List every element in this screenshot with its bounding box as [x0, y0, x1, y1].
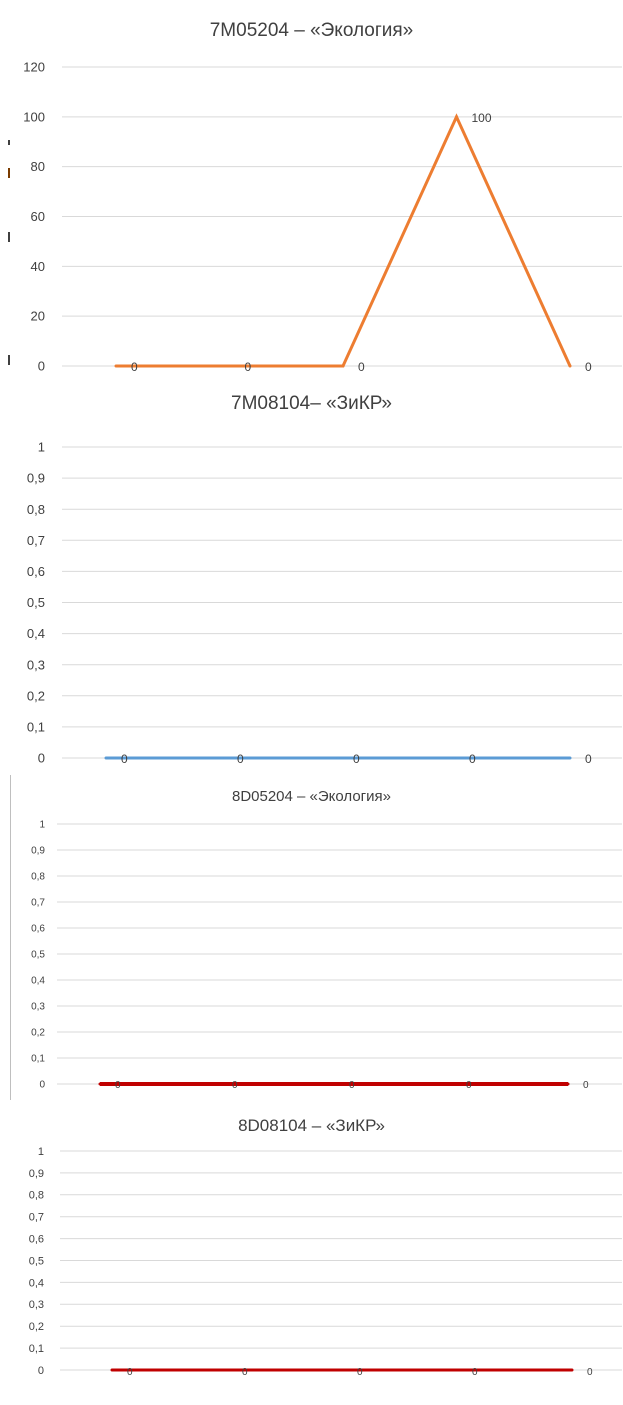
data-point — [114, 364, 118, 368]
y-tick-label: 0,6 — [27, 564, 45, 579]
data-point — [568, 364, 572, 368]
chart-panel-8d08104: 8D08104 – «ЗиКР» 0 0,1 0,2 0,3 0,4 0,5 0,6 0,7 0… — [0, 1105, 623, 1405]
chart-plot: 0 0,1 0,2 0,3 0,4 0,5 0,6 0,7 0,8 0,9 1 0 0 0 0 0 — [27, 440, 622, 766]
data-point — [215, 1082, 219, 1086]
y-tick-label: 0,4 — [31, 976, 45, 987]
data-point — [341, 364, 345, 368]
data-point — [568, 756, 572, 760]
y-tick-label: 0 — [38, 1365, 44, 1377]
data-point — [455, 115, 458, 119]
y-tick-label: 0,9 — [31, 846, 45, 857]
data-label: 0 — [115, 1080, 121, 1091]
data-label: 0 — [472, 1367, 478, 1378]
data-point — [110, 1368, 114, 1372]
y-tick-label: 0,1 — [27, 719, 45, 734]
y-tick-label: 1 — [39, 820, 45, 831]
data-label: 0 — [469, 752, 476, 766]
data-point — [449, 1082, 453, 1086]
data-point — [104, 756, 108, 760]
chart-title: 7M08104– «ЗиКР» — [231, 393, 392, 414]
data-label: 0 — [466, 1080, 472, 1091]
data-label: 0 — [358, 360, 365, 374]
chart-plot: 0 0,1 0,2 0,3 0,4 0,5 0,6 0,7 0,8 0,9 1 0 0 0 0 0 — [31, 820, 622, 1091]
y-tick-label: 0,5 — [31, 950, 45, 961]
y-tick-label: 0,8 — [29, 1190, 44, 1202]
data-point — [228, 364, 231, 368]
edge-mark — [8, 232, 10, 242]
data-label: 0 — [585, 752, 592, 766]
y-tick-label: 0 — [38, 359, 45, 374]
data-label: 0 — [242, 1367, 248, 1378]
y-tick-label: 0,8 — [27, 502, 45, 517]
y-tick-label: 0,7 — [27, 533, 45, 548]
data-label: 0 — [121, 752, 128, 766]
data-point — [332, 1082, 336, 1086]
chart-panel-7m08104: 7M08104– «ЗиКР» 0 0,1 0,2 0,3 0,4 0,5 0,6 0,7 0,… — [0, 385, 623, 775]
y-tick-label: 0,4 — [29, 1277, 44, 1289]
y-tick-label: 0,2 — [29, 1321, 44, 1333]
y-tick-label: 0,2 — [27, 688, 45, 703]
data-label: 0 — [349, 1080, 355, 1091]
data-point — [455, 1368, 459, 1372]
y-tick-label: 0,8 — [31, 872, 45, 883]
y-tick-label: 0,3 — [31, 1002, 45, 1013]
series-line — [116, 113, 572, 368]
data-point — [340, 1368, 344, 1372]
data-point — [225, 1368, 229, 1372]
chart-frame-left-edge — [10, 775, 11, 1100]
data-label: 0 — [232, 1080, 238, 1091]
data-label: 100 — [472, 111, 492, 125]
y-tick-label: 0,6 — [31, 924, 45, 935]
chart-plot: 0 0,1 0,2 0,3 0,4 0,5 0,6 0,7 0,8 0,9 1 0 0 0 0 0 — [29, 1146, 622, 1378]
data-label: 0 — [353, 752, 360, 766]
data-label: 0 — [131, 360, 138, 374]
data-point — [220, 756, 224, 760]
y-tick-label: 0,7 — [29, 1212, 44, 1224]
edge-mark — [8, 140, 10, 145]
chart-title: 8D05204 – «Экология» — [231, 788, 391, 805]
y-tick-label: 0,3 — [29, 1299, 44, 1311]
data-label: 0 — [585, 360, 592, 374]
data-point — [570, 1368, 574, 1372]
y-tick-label: 0,6 — [29, 1233, 44, 1245]
y-tick-label: 80 — [31, 159, 45, 174]
chart-panel-7m05204: 7M05204 – «Экология» 0 20 40 60 80 100 120 0 0 0 1… — [0, 0, 623, 385]
data-label: 0 — [357, 1367, 363, 1378]
data-label: 0 — [245, 360, 252, 374]
data-label: 0 — [583, 1080, 589, 1091]
y-tick-label: 0,7 — [31, 898, 45, 909]
y-tick-label: 0,1 — [29, 1343, 44, 1355]
y-tick-label: 100 — [23, 109, 45, 124]
y-tick-label: 0,2 — [31, 1028, 45, 1039]
y-tick-label: 0,3 — [27, 657, 45, 672]
y-tick-label: 40 — [31, 259, 45, 274]
edge-mark — [8, 355, 10, 365]
y-tick-label: 0,5 — [27, 595, 45, 610]
data-label: 0 — [237, 752, 244, 766]
y-tick-label: 0,1 — [31, 1054, 45, 1065]
y-tick-label: 0,4 — [27, 626, 45, 641]
y-tick-label: 0 — [39, 1080, 45, 1091]
y-tick-label: 120 — [23, 60, 45, 75]
data-point — [566, 1082, 570, 1086]
edge-mark — [8, 168, 10, 178]
chart-plot: 0 20 40 60 80 100 120 0 0 0 100 0 — [23, 60, 622, 374]
y-tick-label: 0,9 — [27, 471, 45, 486]
y-tick-label: 0 — [38, 751, 45, 766]
chart-title: 8D08104 – «ЗиКР» — [238, 1116, 385, 1135]
y-tick-label: 60 — [31, 209, 45, 224]
data-point — [452, 756, 456, 760]
y-tick-label: 20 — [31, 309, 45, 324]
y-tick-label: 0,9 — [29, 1168, 44, 1180]
y-tick-label: 1 — [38, 440, 45, 455]
y-tick-label: 1 — [38, 1146, 44, 1158]
chart-panel-8d05204: 8D05204 – «Экология» 0 0,1 0,2 0,3 0,4 0,5 0,6… — [0, 775, 623, 1105]
chart-title: 7M05204 – «Экология» — [209, 20, 414, 41]
data-label: 0 — [587, 1367, 593, 1378]
data-label: 0 — [127, 1367, 133, 1378]
y-tick-label: 0,5 — [29, 1255, 44, 1267]
data-point — [98, 1082, 102, 1086]
data-point — [336, 756, 340, 760]
